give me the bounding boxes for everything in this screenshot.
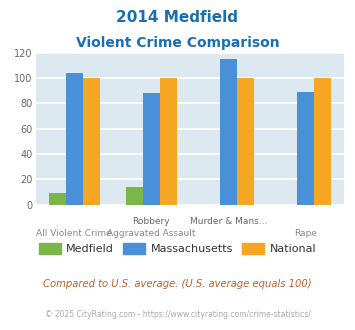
Bar — [160, 78, 177, 205]
Bar — [220, 59, 237, 205]
Bar — [126, 187, 143, 205]
Text: Robbery: Robbery — [132, 217, 170, 226]
Text: 2014 Medfield: 2014 Medfield — [116, 10, 239, 25]
Text: © 2025 CityRating.com - https://www.cityrating.com/crime-statistics/: © 2025 CityRating.com - https://www.city… — [45, 310, 310, 319]
Bar — [66, 73, 83, 205]
Bar — [83, 78, 100, 205]
Text: Rape: Rape — [294, 229, 317, 238]
Bar — [143, 93, 160, 205]
Legend: Medfield, Massachusetts, National: Medfield, Massachusetts, National — [34, 238, 321, 258]
Bar — [237, 78, 254, 205]
Text: All Violent Crime: All Violent Crime — [36, 229, 112, 238]
Text: Murder & Mans...: Murder & Mans... — [190, 217, 267, 226]
Text: Violent Crime Comparison: Violent Crime Comparison — [76, 36, 279, 50]
Bar — [314, 78, 331, 205]
Text: Aggravated Assault: Aggravated Assault — [107, 229, 196, 238]
Text: Compared to U.S. average. (U.S. average equals 100): Compared to U.S. average. (U.S. average … — [43, 279, 312, 289]
Bar — [49, 193, 66, 205]
Bar — [297, 92, 314, 205]
